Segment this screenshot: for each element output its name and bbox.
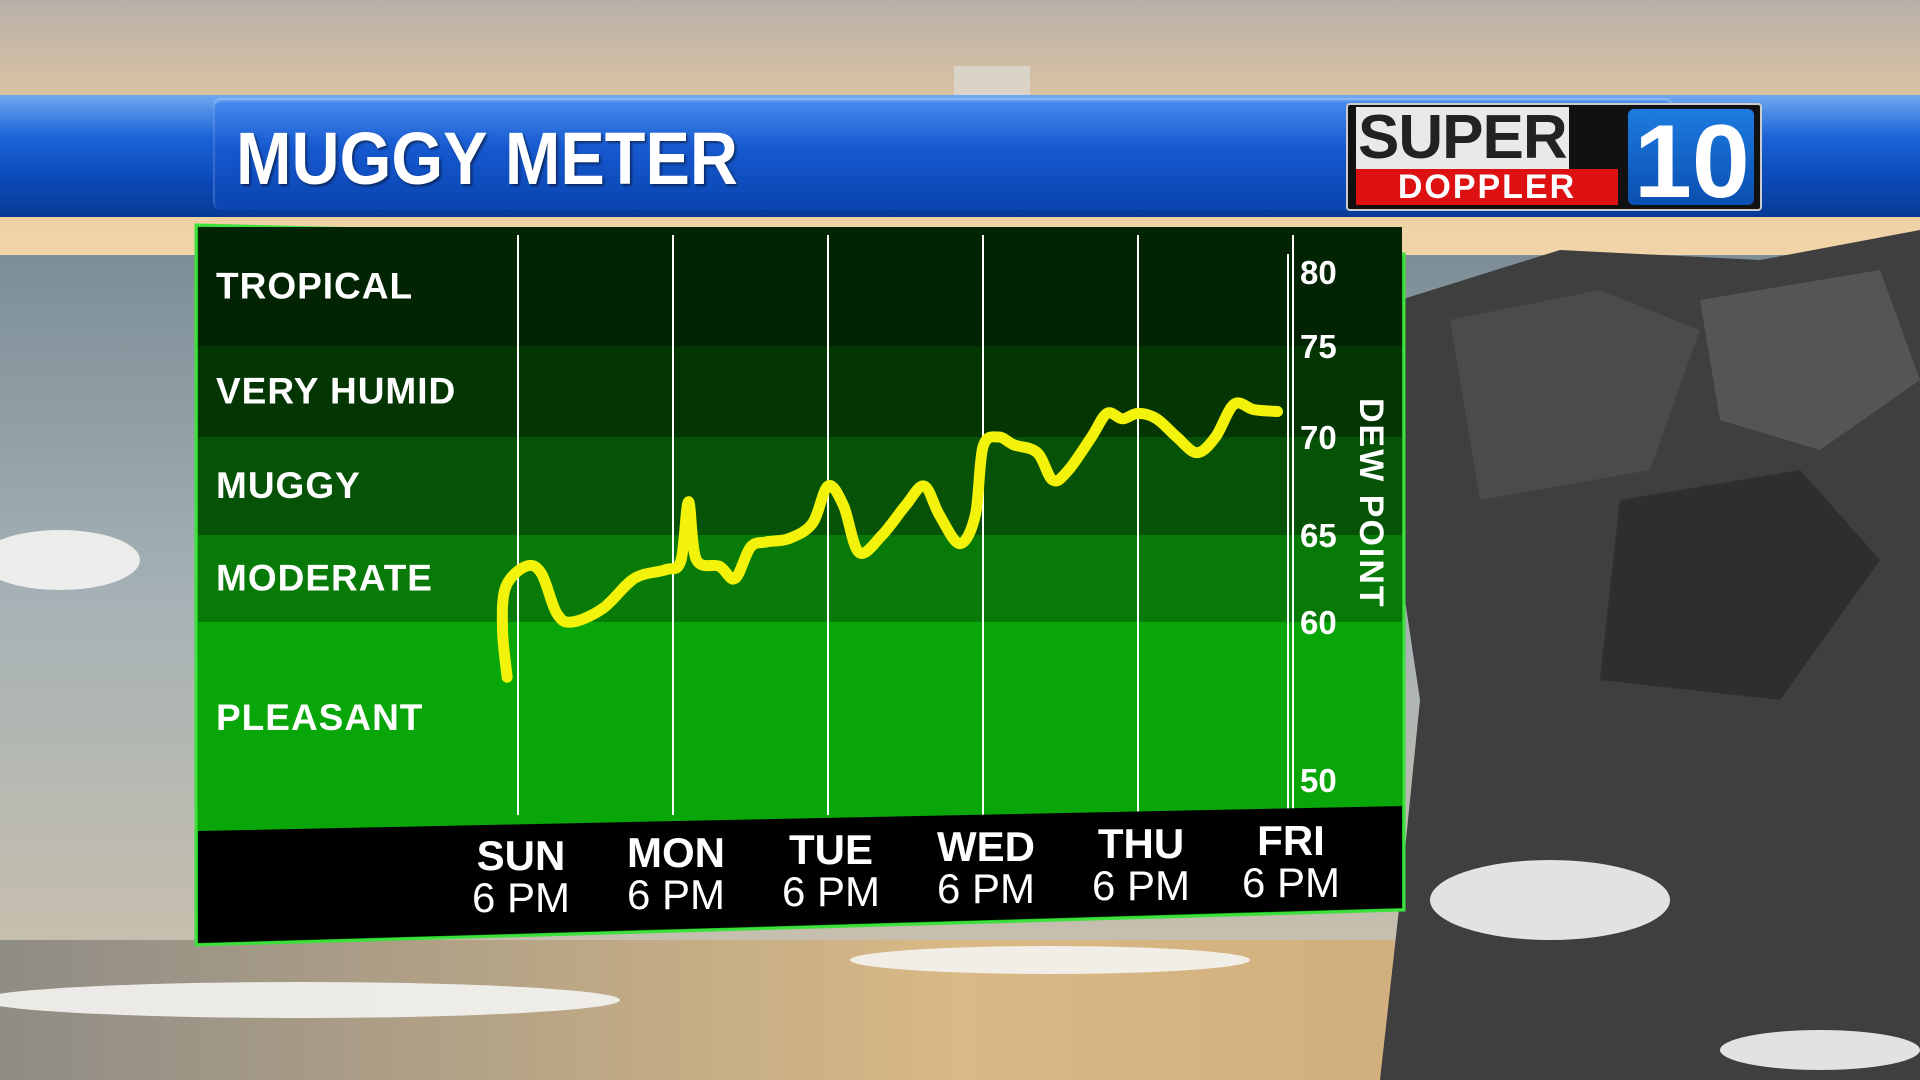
x-label-day: WED — [937, 823, 1035, 870]
dew-point-point — [1253, 409, 1255, 411]
category-label: PLEASANT — [216, 697, 423, 738]
dew-point-point — [1137, 412, 1139, 414]
x-label-day: TUE — [789, 826, 873, 873]
dew-point-point — [905, 505, 906, 507]
dew-point-point — [1277, 411, 1278, 413]
logo-super-text: SUPER — [1356, 103, 1569, 172]
dew-point-point — [1215, 436, 1216, 438]
dew-point-point — [719, 565, 720, 567]
band-pleasant — [198, 622, 1402, 815]
x-axis-bar — [198, 806, 1402, 943]
x-label-day: SUN — [477, 832, 566, 879]
dew-point-point — [827, 485, 829, 487]
band-very-humid — [198, 346, 1402, 437]
dew-point-point — [602, 607, 604, 609]
dew-point-point — [1176, 436, 1178, 438]
dew-point-point — [1052, 479, 1054, 481]
x-label-day: MON — [627, 829, 725, 876]
dew-point-point — [695, 558, 697, 560]
x-label-time: 6 PM — [937, 865, 1035, 912]
dew-point-point — [1106, 412, 1108, 414]
dew-point-point — [505, 586, 507, 588]
dew-point-point — [525, 565, 527, 567]
dew-point-point — [959, 543, 961, 545]
sea-foam — [0, 530, 1920, 1070]
dew-point-point — [1233, 403, 1235, 405]
y-tick-label: 60 — [1300, 604, 1337, 641]
station-logo: SUPER DOPPLER 10 — [1346, 103, 1762, 220]
category-label: MODERATE — [216, 558, 433, 599]
dew-point-point — [1091, 436, 1092, 438]
category-label: VERY HUMID — [216, 371, 456, 412]
y-tick-label: 80 — [1300, 254, 1337, 291]
dew-point-point — [1013, 444, 1015, 446]
dew-point-point — [881, 534, 883, 536]
x-label-time: 6 PM — [1092, 862, 1190, 909]
logo-channel-number: 10 — [1634, 104, 1750, 220]
dew-point-point — [734, 578, 736, 579]
dew-point-point — [506, 676, 508, 678]
dew-point-point — [688, 501, 689, 503]
dew-point-point — [982, 446, 984, 448]
logo-channel-badge: 10 — [1628, 104, 1754, 220]
x-label-day: FRI — [1257, 817, 1325, 864]
category-label: TROPICAL — [216, 266, 413, 307]
dew-point-point — [788, 537, 790, 539]
dew-point-point — [556, 612, 558, 614]
x-label-time: 6 PM — [472, 874, 570, 921]
x-label-time: 6 PM — [1242, 859, 1340, 906]
dew-point-point — [680, 560, 682, 562]
dew-point-point — [633, 578, 635, 579]
y-tick-label: 50 — [1300, 762, 1337, 799]
band-moderate — [198, 535, 1402, 622]
logo-doppler-text: DOPPLER — [1356, 169, 1618, 205]
x-label-time: 6 PM — [627, 871, 725, 918]
dew-point-point — [750, 546, 751, 548]
dew-point-point — [1122, 418, 1123, 420]
dew-point-point — [812, 522, 813, 524]
danger-sign — [954, 66, 1030, 96]
band-tropical — [198, 227, 1402, 346]
dew-point-point — [1067, 469, 1069, 471]
category-label: MUGGY — [216, 465, 361, 506]
dew-point-point — [571, 621, 573, 623]
dew-point-point — [998, 436, 999, 438]
y-tick-label: 75 — [1300, 328, 1337, 365]
dew-point-point — [939, 514, 941, 516]
dew-point-point — [923, 485, 925, 487]
x-label-time: 6 PM — [782, 868, 880, 915]
dew-point-point — [843, 505, 844, 507]
dew-point-point — [540, 572, 542, 574]
dew-point-point — [858, 551, 860, 553]
y-tick-label: 65 — [1300, 517, 1337, 554]
dew-point-point — [1156, 418, 1158, 420]
y-tick-label: 70 — [1300, 419, 1337, 456]
band-muggy — [198, 437, 1402, 535]
dew-point-point — [502, 629, 503, 631]
dew-point-point — [974, 514, 976, 516]
dew-point-point — [1196, 452, 1198, 454]
dew-point-point — [664, 569, 666, 571]
y-axis-title: DEW POINT — [1352, 398, 1390, 609]
dew-point-point — [1036, 452, 1038, 454]
page-title: MUGGY METER — [236, 117, 739, 200]
x-label-day: THU — [1098, 820, 1184, 867]
dew-point-point — [765, 541, 767, 543]
